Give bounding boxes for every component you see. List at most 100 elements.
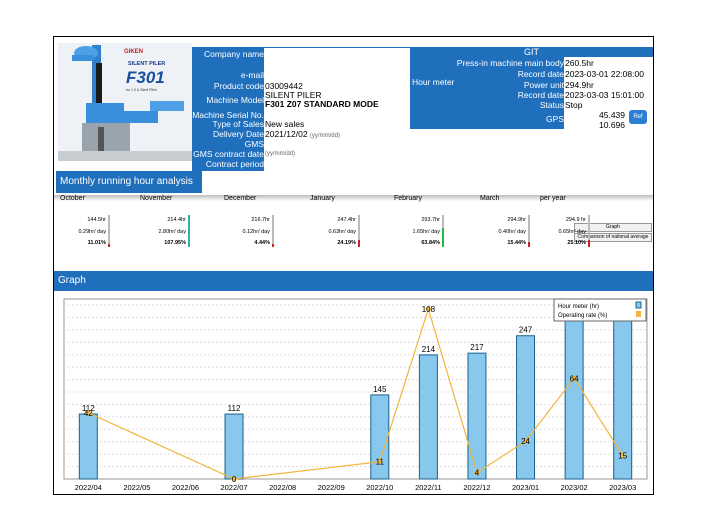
machine-image: GIKEN SILENT PILER F301 for 1.0 & Steel … <box>58 43 192 161</box>
month-name: February <box>394 195 423 202</box>
chart-bar-label: 217 <box>470 343 484 352</box>
hour-meter-chart: 1121121452142172472942954201110842464152… <box>63 298 648 492</box>
chart-rate-label: 15 <box>618 451 627 460</box>
info-top-line <box>264 47 410 48</box>
label-gms: GMS <box>244 139 264 149</box>
chart-x-tick-label: 2023/02 <box>561 483 588 492</box>
month-per-day: 0.29hr/ day <box>78 229 106 235</box>
month-per-day: 0.12hr/ day <box>242 229 270 235</box>
label-status: Status <box>539 100 564 110</box>
chart-bar <box>418 354 438 480</box>
label-gms-contract-date: GMS contract date <box>193 149 264 159</box>
delivery-date-hint: (yy/mm/dd) <box>309 133 340 139</box>
label-delivery-date: Delivery Date <box>212 129 264 139</box>
chart-rate-label: 108 <box>422 305 436 314</box>
month-gauge <box>358 215 360 247</box>
month-hours: 214.4hr <box>167 217 186 223</box>
month-per-day: 2.80hr/ day <box>158 229 186 235</box>
label-gps: GPS <box>546 114 564 124</box>
chart-plot-area <box>63 298 648 480</box>
month-gauge <box>588 215 590 247</box>
graph-header: Graph <box>54 271 653 291</box>
chart-x-tick-label: 2023/03 <box>609 483 636 492</box>
month-gauge-fill <box>108 243 110 247</box>
month-hours: 247.4hr <box>337 217 356 223</box>
machine-brand: GIKEN <box>124 49 143 55</box>
chart-bar-label: 214 <box>422 345 436 354</box>
month-per-day: 0.65hr/ day <box>558 229 586 235</box>
month-hours: 293.7hr <box>421 217 440 223</box>
chart-rate-point <box>376 458 383 465</box>
month-gauge <box>188 215 190 247</box>
chart-x-tick-label: 2022/12 <box>463 483 490 492</box>
label-record-date-1: Record date <box>517 69 564 79</box>
month-rate: 25.10% <box>567 240 586 246</box>
legend-line-label: Operating rate (%) <box>558 313 607 319</box>
label-record-date-2: Record date <box>517 90 564 100</box>
gps-ref-button[interactable]: Ref <box>629 110 647 124</box>
info-label-column <box>192 47 264 171</box>
month-rate: 15.44% <box>507 240 526 246</box>
value-gps-lat: 45.439 <box>599 110 625 120</box>
month-gauge-fill <box>272 244 274 247</box>
chart-legend <box>553 298 647 322</box>
git-gps-label-block <box>539 107 564 129</box>
delivery-date: 2021/12/02 <box>265 129 308 139</box>
chart-rate-label: 64 <box>570 374 579 383</box>
chart-x-tick-label: 2022/08 <box>269 483 296 492</box>
chart-rate-point <box>85 409 92 416</box>
month-per-day: 0.40hr/ day <box>498 229 526 235</box>
chart-rate-line <box>88 306 624 480</box>
month-hours: 216.7hr <box>251 217 270 223</box>
chart-x-tick-label: 2022/04 <box>75 483 102 492</box>
month-rate: 107.95% <box>164 240 186 246</box>
chart-bar-label: 112 <box>228 404 241 413</box>
gms-date-hint: (yy/mm/dd) <box>265 151 295 157</box>
month-rate: 4.44% <box>254 240 270 246</box>
legend-line-swatch <box>636 311 641 317</box>
month-gauge-fill <box>358 239 360 247</box>
value-machine-model-detail: F301 Z07 STANDARD MODE <box>265 99 379 109</box>
month-rate: 63.84% <box>421 240 440 246</box>
month-row-shade <box>54 195 653 201</box>
month-hours: 294.9 hr <box>565 217 586 223</box>
value-record-date-2: 2023-03-03 15:01:00 <box>565 90 644 100</box>
value-record-date-1: 2023-03-01 22:08:00 <box>565 69 644 79</box>
comparison-button[interactable]: Comparison of national average <box>574 233 652 242</box>
value-power-unit: 294.9hr <box>565 80 594 90</box>
value-main-body: 260.5hr <box>565 58 594 68</box>
label-email: e-mail <box>240 70 264 80</box>
chart-x-tick-label: 2022/07 <box>220 483 247 492</box>
month-gauge <box>528 215 530 247</box>
monthly-analysis-header: Monthly running hour analysis <box>56 171 202 193</box>
month-name: December <box>224 195 257 202</box>
label-contract-period: Contract period <box>205 159 264 169</box>
machine-illustration: GIKEN SILENT PILER F301 for 1.0 & Steel … <box>58 43 192 161</box>
month-gauge <box>442 215 444 247</box>
chart-x-tick-label: 2022/10 <box>366 483 393 492</box>
value-type-of-sales: New sales <box>265 119 305 129</box>
chart-rate-point <box>473 469 480 476</box>
chart-rate-point <box>231 476 238 482</box>
month-name: March <box>480 195 500 202</box>
chart-bar <box>370 394 390 480</box>
label-company-name: Company name <box>203 49 264 59</box>
chart-rate-label: 24 <box>521 437 530 446</box>
month-name: January <box>310 195 335 202</box>
month-hours: 144.5hr <box>87 217 106 223</box>
chart-bar <box>78 413 98 480</box>
graph-button[interactable]: Graph <box>574 223 652 232</box>
chart-rate-point <box>571 375 578 382</box>
month-name: November <box>140 195 173 202</box>
chart-rate-label: 42 <box>84 409 93 418</box>
label-product-code: Product code <box>213 81 264 91</box>
chart-bar-label: 145 <box>373 385 387 394</box>
chart-bar-label: 112 <box>82 404 95 413</box>
label-type-of-sales: Type of Sales <box>212 119 264 129</box>
month-name: October <box>60 195 85 202</box>
month-rate: 24.19% <box>337 240 356 246</box>
git-header: GIT <box>410 47 653 57</box>
chart-bar <box>224 413 244 480</box>
chart-bar <box>467 352 487 480</box>
chart-rate-point <box>619 452 626 459</box>
